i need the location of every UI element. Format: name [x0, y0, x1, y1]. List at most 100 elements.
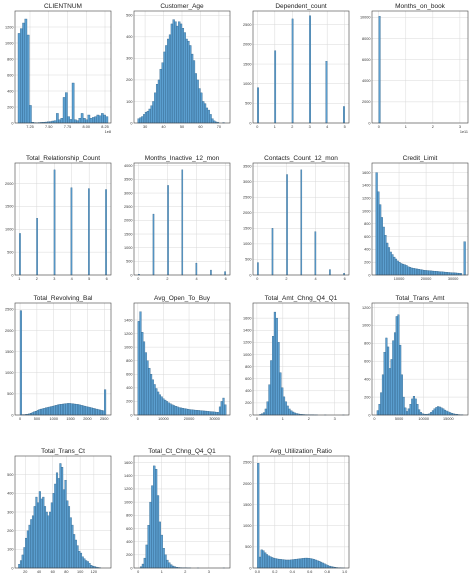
histogram-bar [423, 270, 426, 276]
histogram-bar [323, 563, 326, 569]
y-tick-label: 600 [245, 377, 251, 381]
histogram-bar [192, 409, 195, 416]
histogram-bar [210, 411, 213, 416]
histogram-bar [218, 406, 222, 416]
subplot-title: Contacts_Count_12_mon [264, 155, 338, 162]
histogram-bar [412, 396, 416, 416]
histogram-bar [430, 412, 433, 416]
histogram-bar [313, 559, 316, 569]
histogram-bar [63, 403, 66, 416]
y-tick-label: 1500 [124, 232, 132, 236]
histogram-bar [206, 411, 209, 416]
histogram-bar [392, 340, 395, 416]
histogram-bar [297, 558, 300, 569]
histogram-bar [150, 105, 153, 124]
histogram-bar [424, 270, 427, 276]
histogram-bar [35, 411, 38, 416]
x-tick-label: 30000 [448, 277, 459, 281]
histogram-bar [50, 502, 53, 569]
histogram-bar [64, 480, 67, 569]
histogram-bar [204, 410, 207, 416]
y-tick-label: 100 [7, 548, 13, 552]
histogram-bar [105, 189, 107, 276]
histogram-bar [99, 409, 102, 416]
histogram-bar [55, 472, 59, 569]
x-tick-label: 0 [137, 417, 139, 421]
histogram-bar [451, 272, 454, 276]
histogram-bar [61, 467, 64, 569]
histogram-bar [203, 103, 207, 124]
histogram-bar [208, 411, 211, 416]
histogram-bar [375, 172, 378, 276]
histogram-bar [22, 22, 25, 124]
subplot-title: Total_Amt_Chng_Q4_Q1 [265, 295, 338, 302]
histogram-bar [183, 408, 186, 416]
histogram-bar [442, 271, 445, 276]
histogram-bar [156, 495, 160, 569]
x-tick-label: 1 [274, 125, 276, 129]
histogram-bar [82, 405, 85, 416]
histogram-bar [92, 408, 95, 416]
histogram-bar [20, 28, 23, 124]
x-tick-label: 7.50 [45, 125, 52, 129]
y-tick-label: 800 [7, 57, 13, 61]
histogram-bar [264, 408, 267, 416]
histogram-bar [81, 556, 84, 569]
y-tick-label: 0 [368, 273, 370, 277]
axes-frame [252, 162, 350, 276]
histogram-bar [293, 559, 296, 569]
histogram-bar [292, 411, 295, 416]
histogram-bar [154, 92, 157, 124]
y-tick-label: 1200 [362, 306, 370, 310]
histogram-bar [70, 187, 73, 276]
histogram-bar [28, 524, 31, 569]
histogram-bar [85, 406, 88, 416]
axes-frame [14, 10, 112, 124]
histogram-bar [80, 405, 83, 416]
histogram-bar [314, 231, 317, 276]
histogram-bar [78, 118, 82, 124]
histogram-bar [24, 18, 28, 124]
histogram-bar [144, 112, 148, 124]
histogram-bar [59, 463, 62, 569]
y-tick-label: 1500 [5, 205, 13, 209]
histogram-bar [83, 118, 86, 124]
histogram-bar [406, 411, 409, 416]
histogram-bar [141, 116, 144, 124]
histogram-bar [283, 559, 286, 569]
histogram-bar [438, 406, 441, 416]
histogram-bar [400, 263, 403, 276]
histogram-bar [152, 213, 155, 276]
histogram-bar [387, 346, 390, 416]
histogram-bar [309, 15, 311, 124]
x-tick-label: 1 [161, 570, 163, 573]
histogram-bar [292, 559, 295, 569]
y-tick-label: 200 [364, 395, 370, 399]
histogram-bar [33, 411, 36, 416]
histogram-bar [378, 404, 381, 416]
histogram-bar [306, 557, 309, 569]
histogram-bar [101, 113, 104, 124]
histogram-bar [26, 34, 30, 124]
histogram-bar [267, 555, 270, 569]
histogram-bar [290, 410, 293, 416]
histogram-bar [53, 169, 56, 276]
histogram-bar [327, 565, 330, 569]
histogram-bar [83, 405, 86, 416]
histogram-bar [68, 403, 71, 416]
y-tick-label: 2500 [243, 461, 251, 465]
histogram-bar [65, 403, 68, 416]
histogram-bar [290, 559, 293, 569]
y-tick-label: 800 [364, 342, 370, 346]
histogram-bar [170, 564, 173, 569]
y-tick-label: 500 [245, 545, 251, 549]
y-tick-label: 2000 [124, 219, 132, 223]
histogram-bar [66, 500, 69, 569]
histogram-bar [97, 409, 100, 416]
histogram-bar [398, 262, 401, 276]
histogram-bar [85, 560, 88, 569]
histogram-bar [279, 372, 282, 416]
histogram-bar [151, 379, 154, 416]
y-tick-label: 1000 [362, 209, 370, 213]
histogram-bar [404, 407, 407, 416]
